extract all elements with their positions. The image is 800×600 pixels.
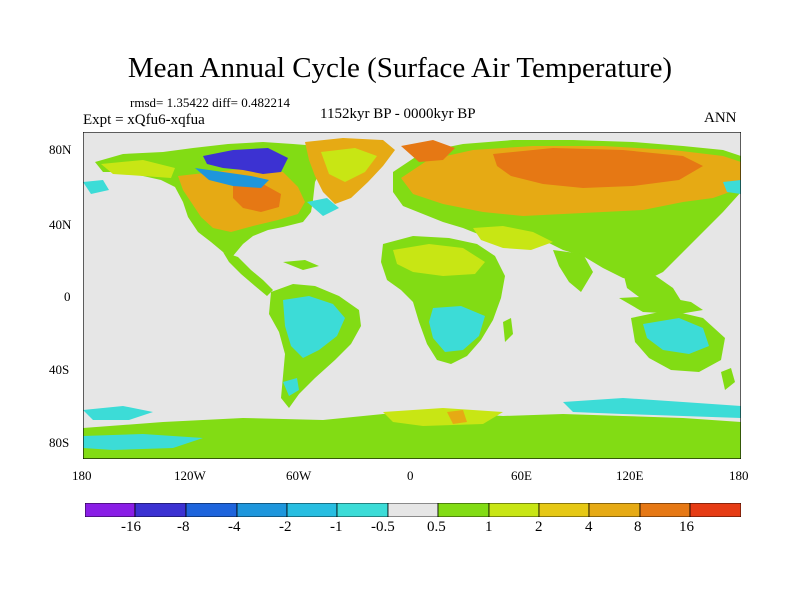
siberia-hot: [493, 148, 703, 188]
y-tick-80n: 80N: [49, 142, 72, 157]
colorbar-swatch: [538, 503, 590, 517]
east-pacific-cool: [723, 180, 741, 194]
y-tick-80s: 80S: [49, 435, 70, 450]
x-tick-60w: 60W: [286, 468, 312, 483]
antarctic-interior-cool: [83, 434, 203, 450]
antarctica-warm-spot: [447, 410, 467, 424]
colorbar-label: 4: [585, 519, 593, 535]
indonesia-land: [619, 296, 703, 314]
central-america-land: [223, 252, 273, 296]
colorbar-swatch: [387, 503, 439, 517]
antarctica-land: [83, 412, 741, 459]
middle-east-yellow: [473, 226, 553, 250]
colorbar: [85, 503, 741, 517]
x-tick-60e: 60E: [511, 468, 532, 483]
colorbar-label: 16: [679, 519, 694, 535]
new-zealand-land: [721, 368, 735, 390]
southern-ocean-cool-east: [563, 398, 741, 418]
colorbar-label: -8: [177, 519, 190, 535]
x-tick-120w: 120W: [174, 468, 206, 483]
colorbar-label: -0.5: [371, 519, 395, 535]
north-atlantic-cool: [307, 198, 339, 216]
south-america-cool: [283, 296, 345, 358]
colorbar-swatch: [488, 503, 540, 517]
southern-ocean-cool-west: [83, 406, 153, 420]
australia-cool: [643, 318, 709, 354]
africa-yellow: [393, 244, 485, 276]
north-america-hot: [233, 184, 281, 212]
x-tick-120e: 120E: [616, 468, 644, 483]
colorbar-swatch: [639, 503, 691, 517]
x-tick-180e: 180: [729, 468, 749, 483]
x-tick-180w: 180: [72, 468, 92, 483]
colorbar-swatch: [185, 503, 238, 517]
north-america-yellow: [101, 160, 175, 178]
antarctica-yellow: [383, 408, 503, 426]
india-land: [553, 250, 593, 292]
canadian-arctic-cold: [203, 148, 288, 174]
patagonia-cool: [283, 378, 299, 396]
experiment-label: Expt = xQfu6-xqfua: [83, 112, 205, 128]
y-tick-40s: 40S: [49, 362, 70, 377]
map-title: Mean Annual Cycle (Surface Air Temperatu…: [127, 52, 673, 84]
colorbar-swatch: [437, 503, 490, 517]
canadian-arctic-cool: [195, 168, 269, 188]
y-tick-40n: 40N: [49, 217, 72, 232]
colorbar-label: 2: [535, 519, 543, 535]
colorbar-label: -1: [330, 519, 343, 535]
stats-label: rmsd= 1.35422 diff= 0.482214: [130, 95, 290, 110]
colorbar-label: -2: [279, 519, 292, 535]
colorbar-label: -4: [228, 519, 241, 535]
season-label: ANN: [704, 110, 737, 126]
japan-land: [683, 218, 699, 242]
caribbean-land: [283, 260, 319, 270]
colorbar-label: 1: [485, 519, 493, 535]
north-pacific-cool: [83, 180, 109, 194]
colorbar-swatch: [286, 503, 338, 517]
colorbar-swatch: [236, 503, 288, 517]
colorbar-swatch: [85, 503, 136, 517]
europe-hot: [401, 140, 455, 162]
greenland-yellow: [321, 148, 377, 182]
colorbar-label: -16: [121, 519, 141, 535]
colorbar-swatch: [134, 503, 187, 517]
y-tick-0: 0: [64, 289, 71, 304]
period-label: 1152kyr BP - 0000kyr BP: [320, 106, 476, 122]
colorbar-swatch: [336, 503, 389, 517]
x-tick-0: 0: [407, 468, 414, 483]
map-plot: [83, 132, 741, 459]
southern-africa-cool: [429, 306, 485, 352]
colorbar-swatch: [689, 503, 741, 517]
madagascar-land: [503, 318, 513, 342]
colorbar-label: 8: [634, 519, 642, 535]
colorbar-swatch: [588, 503, 641, 517]
colorbar-label: 0.5: [427, 519, 446, 535]
